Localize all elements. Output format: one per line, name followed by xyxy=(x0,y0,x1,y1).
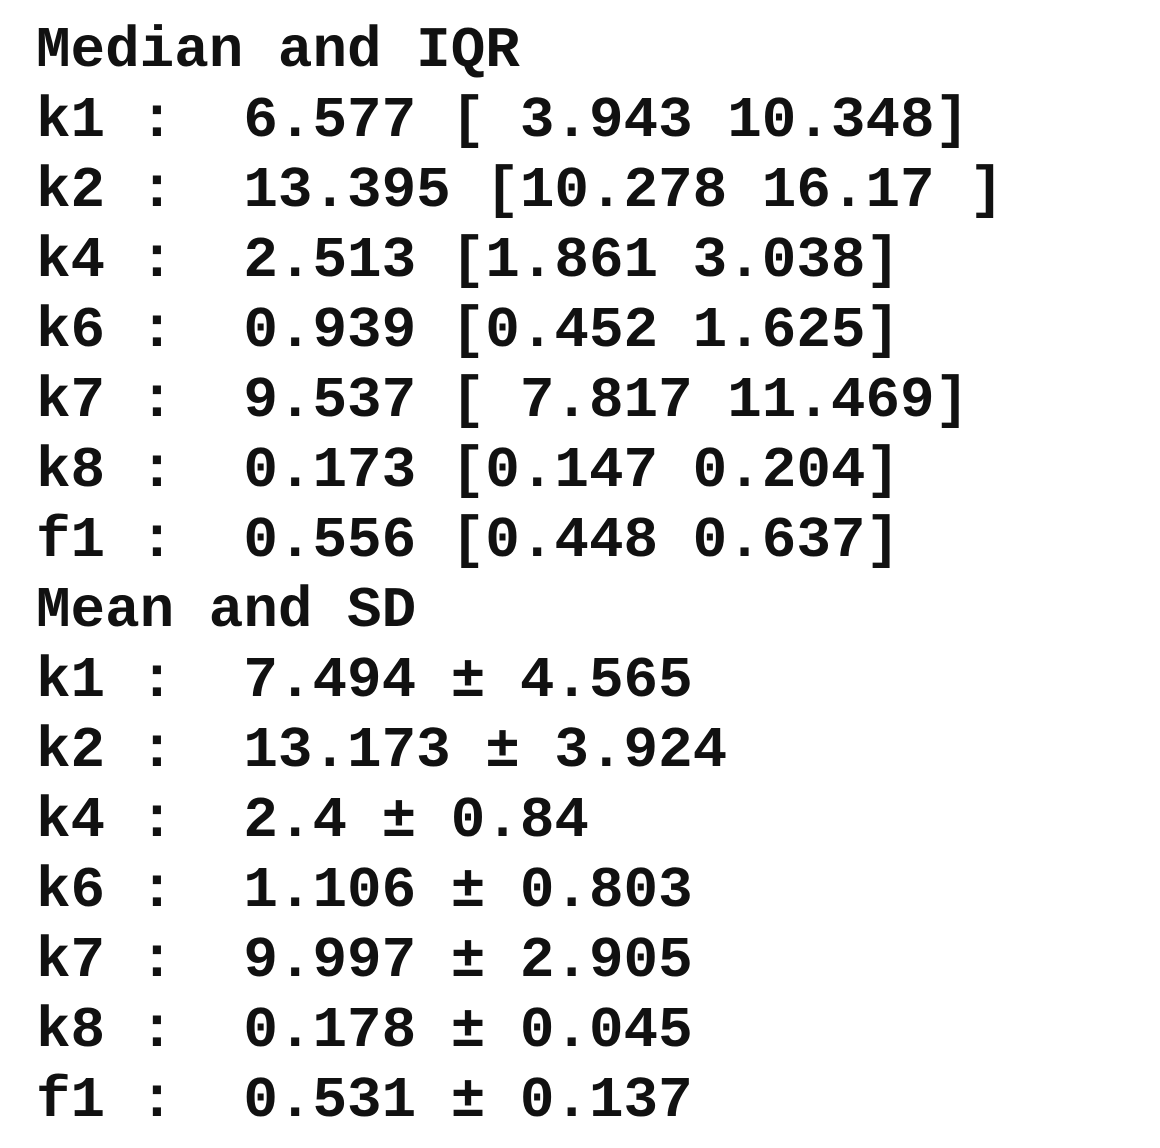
stat-row: k2 : 13.173 ± 3.924 xyxy=(36,719,728,784)
stat-row: f1 : 0.556 [0.448 0.637] xyxy=(36,509,901,574)
stat-row: k8 : 0.173 [0.147 0.204] xyxy=(36,439,901,504)
stat-row: k4 : 2.4 ± 0.84 xyxy=(36,789,589,854)
stat-row: k8 : 0.178 ± 0.045 xyxy=(36,999,693,1064)
section-title: Mean and SD xyxy=(36,579,417,644)
stat-row: k1 : 7.494 ± 4.565 xyxy=(36,649,693,714)
stat-row: k2 : 13.395 [10.278 16.17 ] xyxy=(36,159,1004,224)
stat-row: k7 : 9.537 [ 7.817 11.469] xyxy=(36,369,970,434)
stat-row: f1 : 0.531 ± 0.137 xyxy=(36,1069,693,1134)
stat-row: k7 : 9.997 ± 2.905 xyxy=(36,929,693,994)
stat-row: k4 : 2.513 [1.861 3.038] xyxy=(36,229,901,294)
stat-row: k6 : 0.939 [0.452 1.625] xyxy=(36,299,901,364)
stat-row: k6 : 1.106 ± 0.803 xyxy=(36,859,693,924)
section-title: Median and IQR xyxy=(36,19,520,84)
stat-row: k1 : 6.577 [ 3.943 10.348] xyxy=(36,89,970,154)
